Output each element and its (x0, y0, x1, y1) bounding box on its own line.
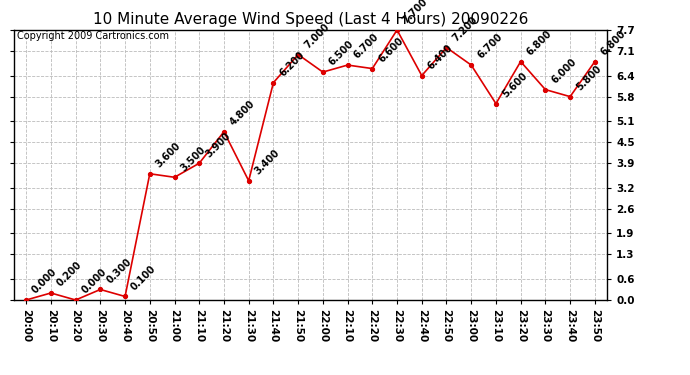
Text: 6.600: 6.600 (377, 36, 405, 64)
Text: 6.800: 6.800 (525, 28, 554, 57)
Text: 5.600: 5.600 (500, 70, 529, 99)
Text: 5.800: 5.800 (574, 63, 603, 93)
Text: 3.600: 3.600 (154, 141, 183, 170)
Text: Copyright 2009 Cartronics.com: Copyright 2009 Cartronics.com (17, 32, 169, 41)
Text: 6.500: 6.500 (327, 39, 356, 68)
Text: 6.800: 6.800 (599, 28, 628, 57)
Text: 4.800: 4.800 (228, 99, 257, 128)
Text: 7.200: 7.200 (451, 15, 480, 44)
Text: 3.900: 3.900 (204, 130, 233, 159)
Text: 0.200: 0.200 (55, 260, 84, 289)
Text: 7.000: 7.000 (302, 22, 331, 50)
Text: 3.400: 3.400 (253, 148, 282, 177)
Text: 6.200: 6.200 (277, 50, 306, 78)
Text: 6.400: 6.400 (426, 43, 455, 71)
Text: 0.000: 0.000 (80, 267, 108, 296)
Text: 6.700: 6.700 (352, 32, 381, 61)
Text: 6.700: 6.700 (475, 32, 504, 61)
Text: 3.500: 3.500 (179, 144, 208, 173)
Text: 0.100: 0.100 (129, 264, 158, 292)
Text: 0.300: 0.300 (104, 256, 133, 285)
Text: 6.000: 6.000 (549, 57, 578, 86)
Text: 0.000: 0.000 (30, 267, 59, 296)
Title: 10 Minute Average Wind Speed (Last 4 Hours) 20090226: 10 Minute Average Wind Speed (Last 4 Hou… (93, 12, 528, 27)
Text: 7.700: 7.700 (401, 0, 430, 26)
